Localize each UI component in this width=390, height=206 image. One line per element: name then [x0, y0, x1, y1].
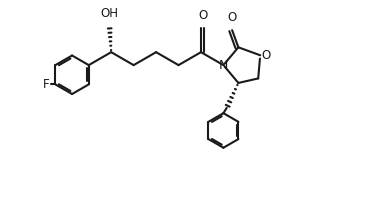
Text: O: O: [227, 11, 237, 24]
Text: N: N: [219, 59, 228, 72]
Text: OH: OH: [101, 7, 119, 20]
Text: O: O: [198, 9, 207, 22]
Text: O: O: [262, 49, 271, 62]
Text: F: F: [43, 78, 50, 91]
